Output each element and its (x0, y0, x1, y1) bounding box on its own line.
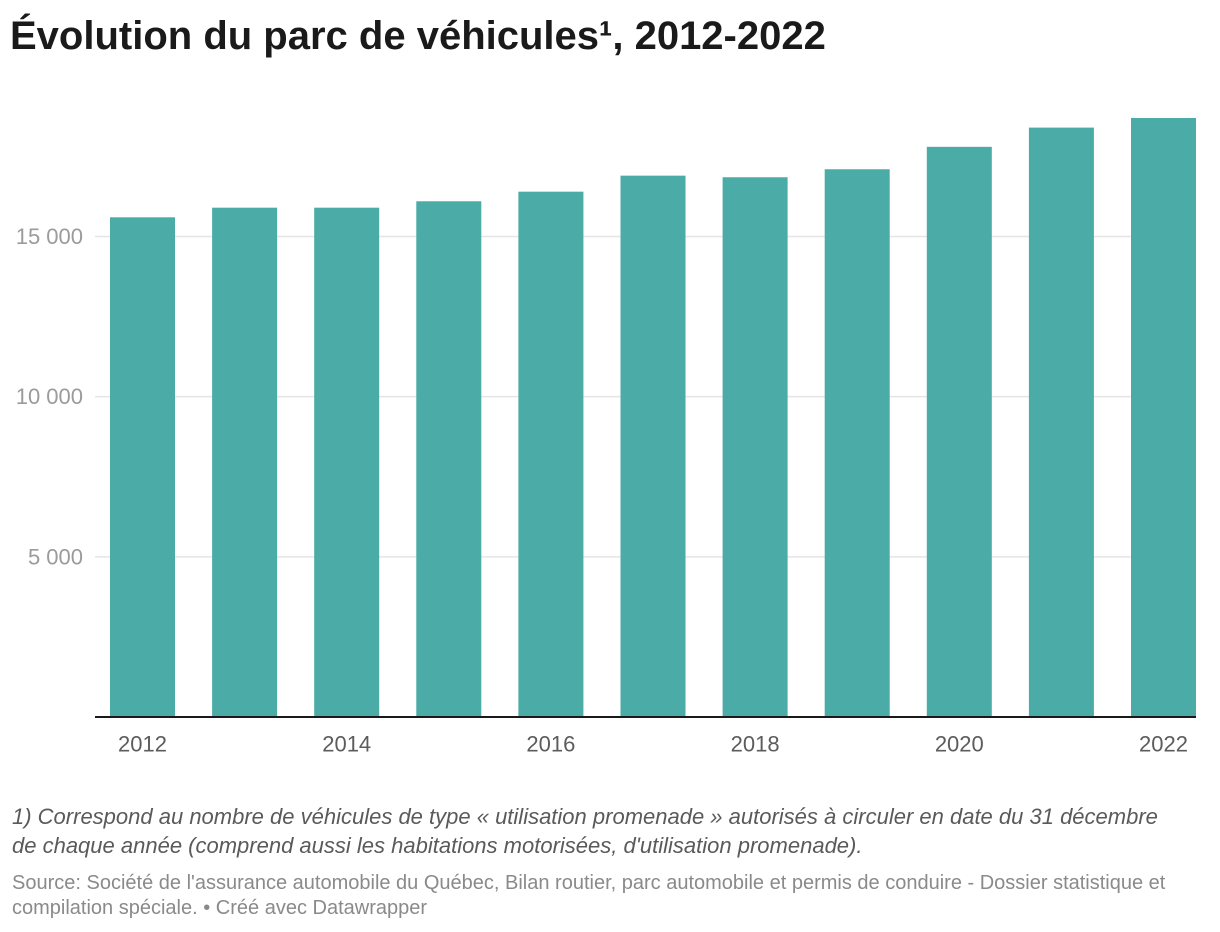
datawrapper-credit-link[interactable]: Créé avec Datawrapper (215, 897, 428, 919)
x-tick-label: 2012 (118, 732, 167, 757)
bar-2020 (926, 146, 992, 718)
y-tick-label: 5 000 (28, 544, 83, 569)
bar-2014 (314, 207, 380, 718)
bar-2022 (1131, 118, 1196, 717)
bar-2016 (518, 191, 584, 717)
chart-source: Source: Société de l'assurance automobil… (12, 871, 1208, 921)
separator: • (203, 897, 211, 919)
bar-2018 (722, 177, 788, 718)
y-axis-labels: 5 000 10 000 15 000 (16, 224, 83, 569)
bar-2019 (824, 169, 890, 717)
x-tick-label: 2016 (526, 732, 575, 757)
y-tick-label: 10 000 (16, 384, 83, 409)
bar-2021 (1028, 127, 1094, 718)
x-tick-label: 2014 (322, 732, 371, 757)
chart-footer: 1) Correspond au nombre de véhicules de … (12, 802, 1208, 921)
chart-title: Évolution du parc de véhicules¹, 2012-20… (10, 14, 826, 58)
bar-2013 (212, 207, 278, 718)
x-tick-label: 2020 (935, 732, 984, 757)
bar-2017 (620, 175, 686, 717)
bar-2012 (110, 217, 175, 717)
bars (110, 118, 1196, 718)
x-axis-labels: 2012 2014 2016 2018 2020 2022 (118, 732, 1188, 757)
y-tick-label: 15 000 (16, 224, 83, 249)
chart-notes: 1) Correspond au nombre de véhicules de … (12, 804, 1158, 858)
source-label: Source: (12, 872, 81, 894)
bar-2015 (416, 201, 482, 717)
x-tick-label: 2018 (731, 732, 780, 757)
x-tick-label: 2022 (1139, 732, 1188, 757)
source-text: Société de l'assurance automobile du Qué… (12, 872, 1166, 919)
